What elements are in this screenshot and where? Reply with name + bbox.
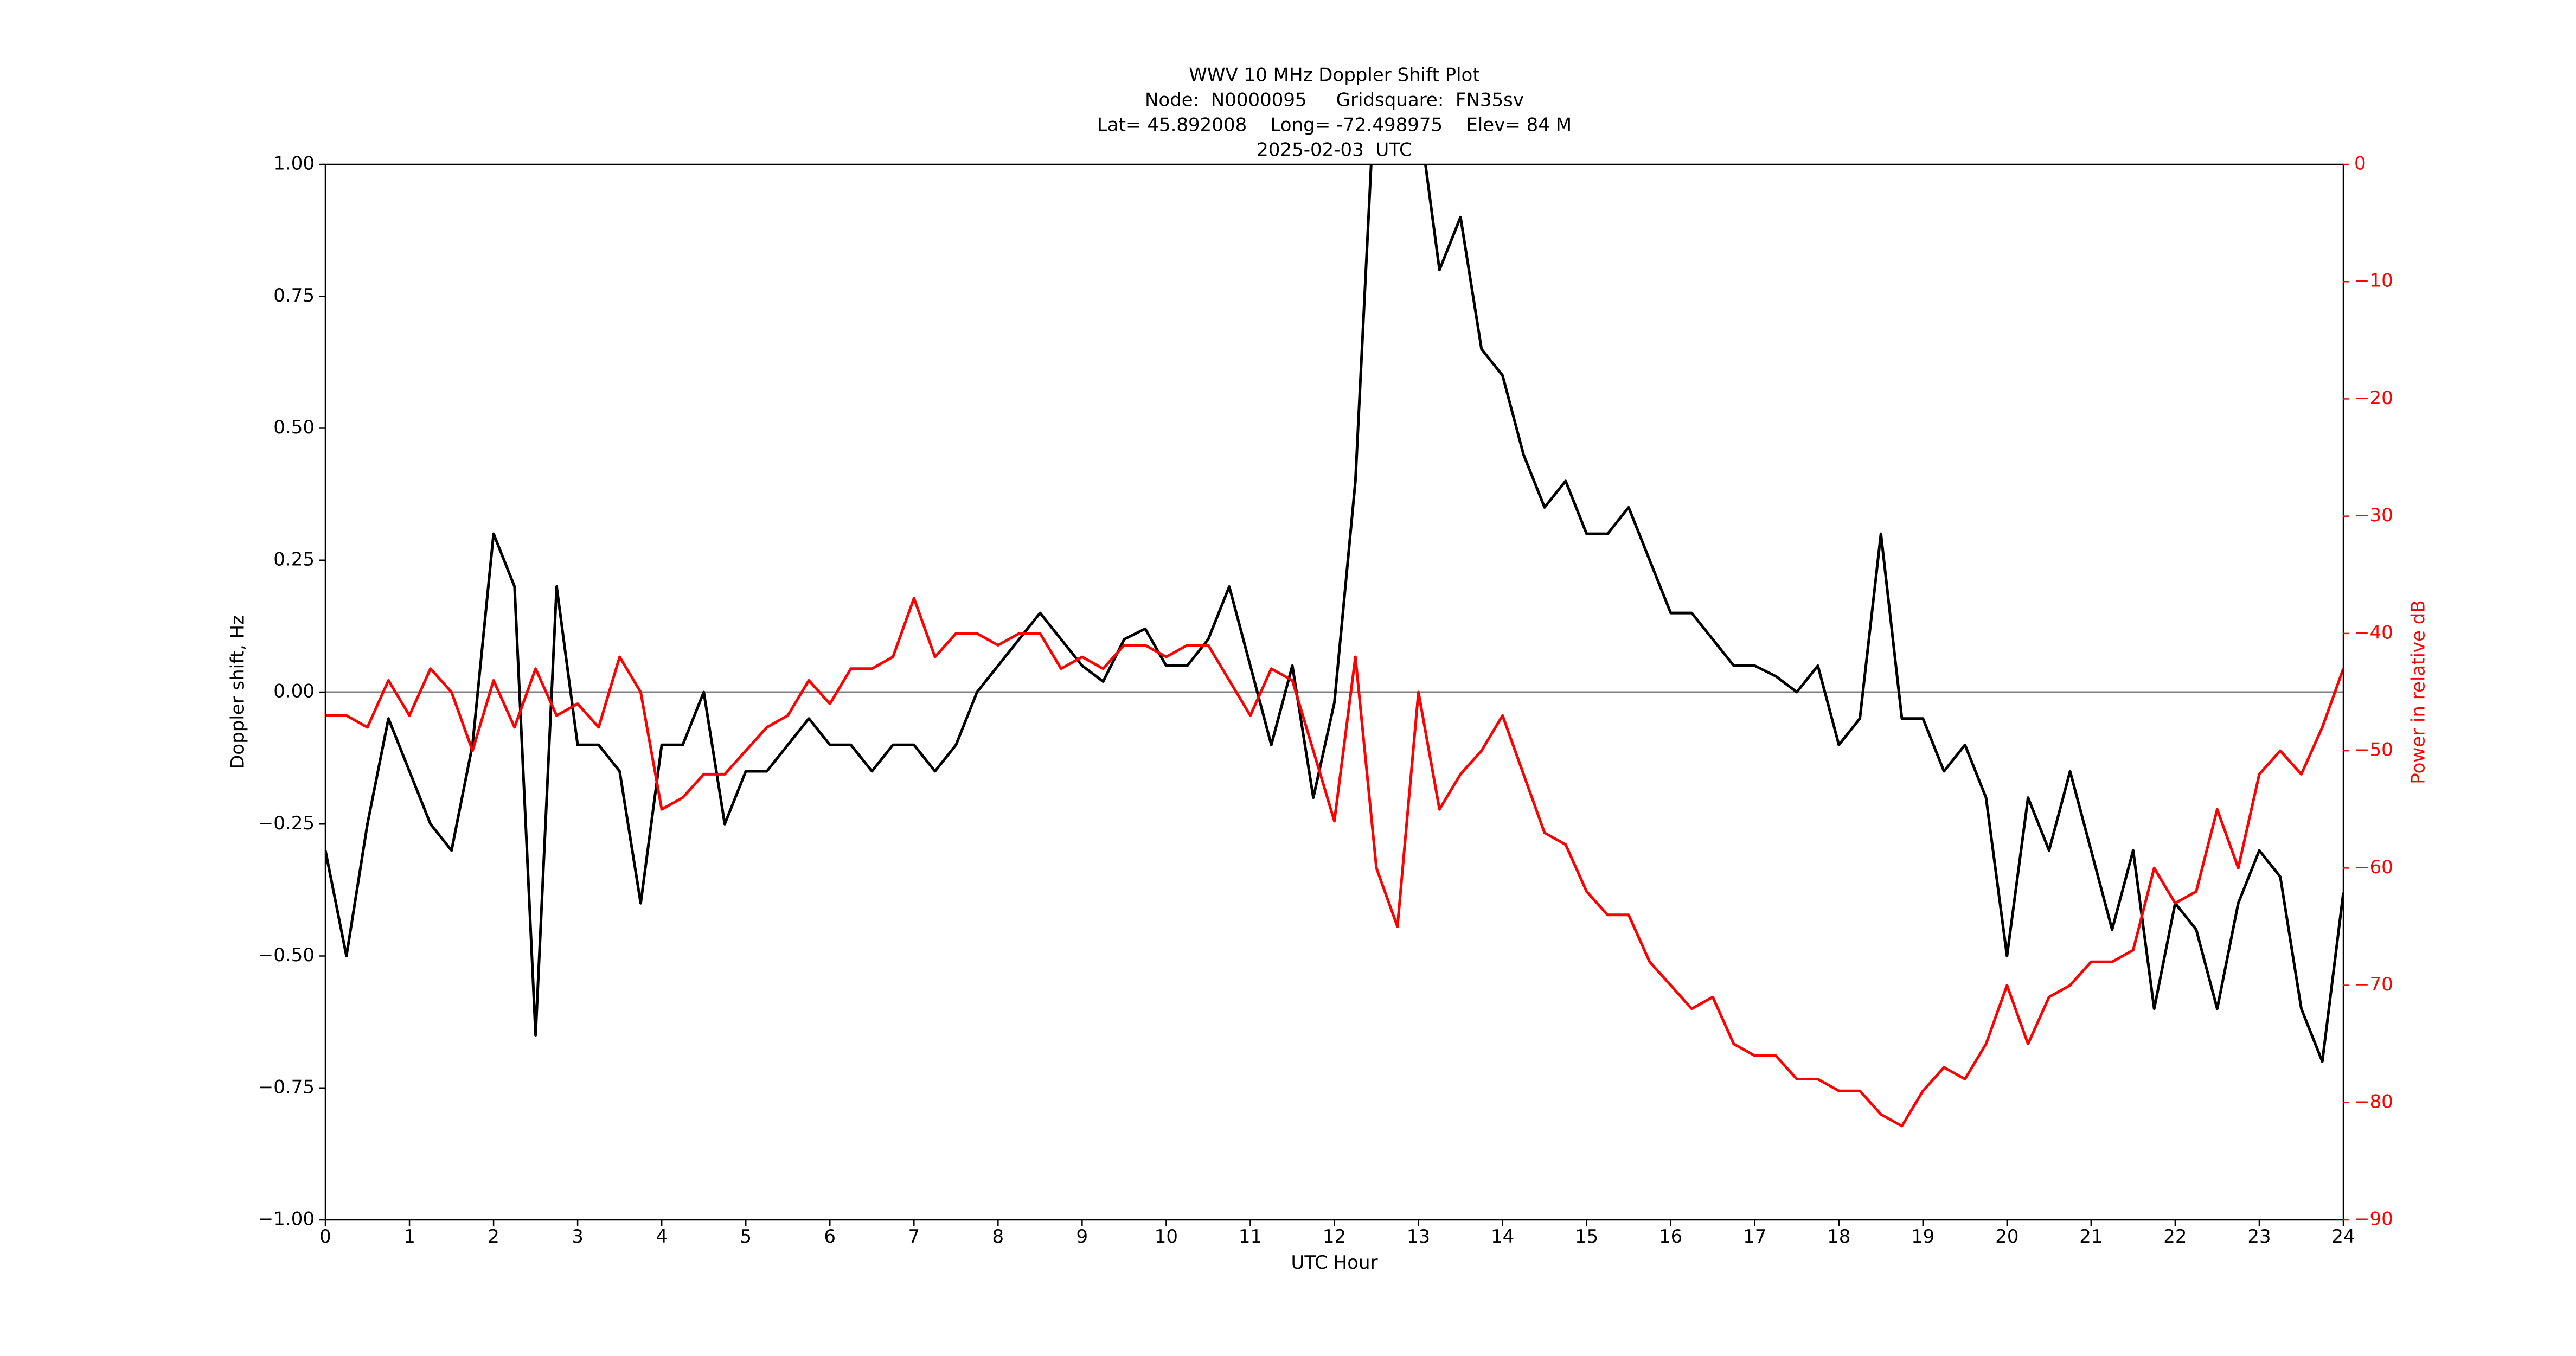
y2-axis-label: Power in relative dB — [2408, 600, 2430, 784]
x-tick-label: 23 — [2247, 1226, 2271, 1248]
x-tick-label: 21 — [2079, 1226, 2103, 1248]
chart-title: 2025-02-03 UTC — [1257, 139, 1412, 161]
x-tick-label: 24 — [2331, 1226, 2355, 1248]
x-tick-label: 0 — [319, 1226, 331, 1248]
y-tick-label: 0.75 — [273, 285, 315, 306]
x-tick-label: 11 — [1239, 1226, 1262, 1248]
x-tick-label: 5 — [740, 1226, 752, 1248]
y-tick-label: −0.25 — [258, 813, 315, 834]
x-tick-label: 18 — [1827, 1226, 1850, 1248]
y-tick-label: 1.00 — [273, 153, 315, 175]
chart-title: Node: N0000095 Gridsquare: FN35sv — [1145, 89, 1524, 111]
x-tick-label: 2 — [488, 1226, 499, 1248]
y2-tick-label: −20 — [2354, 387, 2393, 409]
x-tick-label: 19 — [1911, 1226, 1934, 1248]
y2-tick-label: −10 — [2354, 270, 2393, 292]
plot-area — [325, 164, 2343, 1128]
y-tick-label: −1.00 — [258, 1208, 315, 1230]
x-tick-label: 17 — [1743, 1226, 1766, 1248]
y-tick-label: 0.00 — [273, 681, 315, 702]
y2-tick-label: −40 — [2354, 622, 2393, 643]
x-tick-label: 7 — [908, 1226, 920, 1248]
x-tick-label: 1 — [403, 1226, 415, 1248]
chart-title: WWV 10 MHz Doppler Shift Plot — [1189, 65, 1479, 86]
x-axis-label: UTC Hour — [1291, 1252, 1377, 1274]
x-tick-label: 13 — [1407, 1226, 1430, 1248]
y-tick-label: −0.75 — [258, 1076, 315, 1098]
y2-tick-label: −30 — [2354, 504, 2393, 526]
series-line — [325, 164, 2343, 1063]
chart-title: Lat= 45.892008 Long= -72.498975 Elev= 84… — [1097, 114, 1572, 136]
x-tick-label: 12 — [1323, 1226, 1346, 1248]
x-tick-label: 16 — [1659, 1226, 1682, 1248]
x-tick-label: 20 — [1995, 1226, 2018, 1248]
x-tick-label: 9 — [1076, 1226, 1088, 1248]
x-tick-label: 10 — [1155, 1226, 1178, 1248]
y2-tick-label: −60 — [2354, 856, 2393, 878]
x-tick-label: 3 — [572, 1226, 584, 1248]
series-line — [325, 597, 2343, 1128]
y-tick-label: −0.50 — [258, 944, 315, 966]
y2-tick-label: −70 — [2354, 974, 2393, 995]
y2-tick-label: 0 — [2354, 153, 2366, 175]
y-tick-label: 0.50 — [273, 417, 315, 438]
x-tick-label: 22 — [2163, 1226, 2187, 1248]
x-tick-label: 4 — [656, 1226, 668, 1248]
y2-tick-label: −50 — [2354, 739, 2393, 761]
y2-tick-label: −80 — [2354, 1091, 2393, 1112]
x-tick-label: 14 — [1491, 1226, 1514, 1248]
x-tick-label: 8 — [992, 1226, 1004, 1248]
x-tick-label: 15 — [1575, 1226, 1598, 1248]
y-tick-label: 0.25 — [273, 548, 315, 570]
y2-tick-label: −90 — [2354, 1208, 2393, 1230]
x-tick-label: 6 — [824, 1226, 836, 1248]
y-axis-label: Doppler shift, Hz — [227, 615, 249, 769]
